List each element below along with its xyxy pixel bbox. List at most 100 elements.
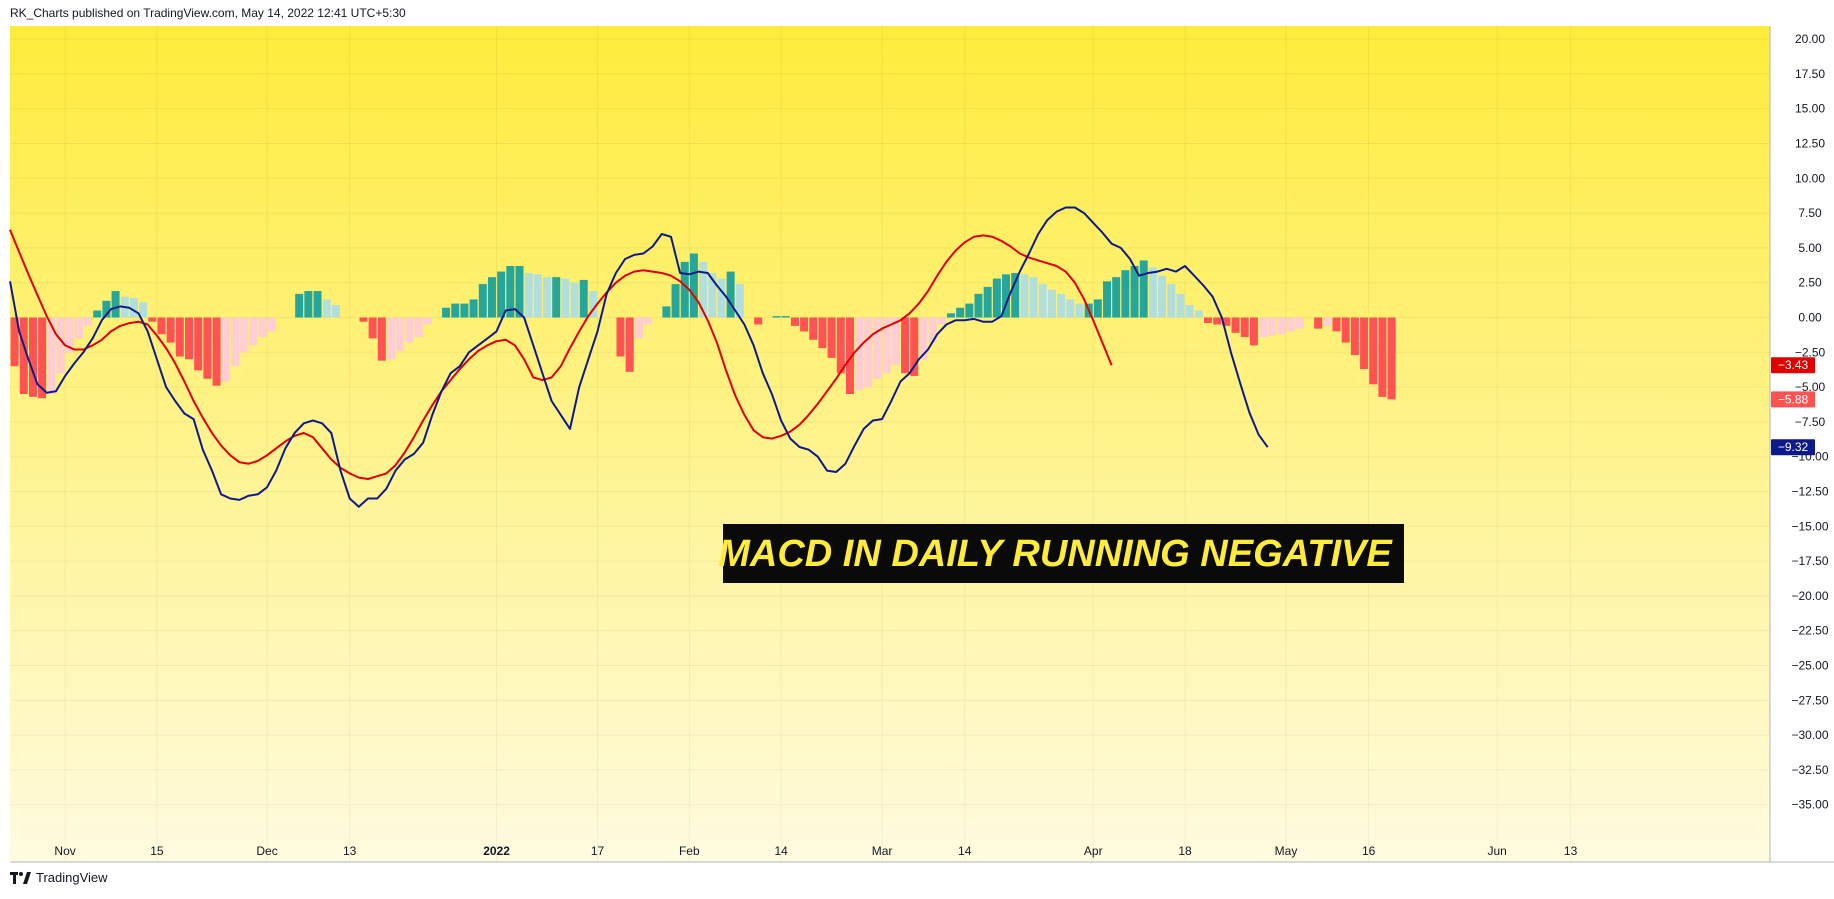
histogram-bar — [910, 317, 919, 376]
x-tick-label: Nov — [54, 844, 75, 858]
histogram-bar — [515, 265, 524, 318]
histogram-bar — [56, 317, 65, 374]
footer-brand[interactable]: TradingView — [36, 870, 108, 885]
histogram-bar — [139, 302, 148, 318]
histogram-bar — [1066, 299, 1075, 318]
publish-header: RK_Charts published on TradingView.com, … — [10, 6, 406, 20]
x-tick-label: 13 — [1564, 844, 1578, 858]
histogram-bar — [1249, 317, 1258, 346]
histogram-bar — [1002, 274, 1011, 318]
histogram-bar — [965, 303, 974, 318]
histogram-bar — [882, 317, 891, 374]
histogram-bar — [28, 317, 37, 397]
last-value-label-histogram: −5.88 — [1778, 392, 1809, 406]
histogram-bar — [1231, 317, 1240, 333]
histogram-bar — [203, 317, 212, 379]
histogram-bar — [1268, 317, 1277, 336]
x-tick-label: Apr — [1084, 844, 1103, 858]
histogram-bar — [451, 303, 460, 318]
y-tick-label: 20.00 — [1795, 32, 1825, 46]
y-tick-label: 12.50 — [1795, 137, 1825, 151]
annotation-box: MACD IN DAILY RUNNING NEGATIVE — [718, 524, 1404, 583]
y-tick-label: 5.00 — [1798, 241, 1822, 255]
histogram-bar — [185, 317, 194, 360]
histogram-bar — [102, 300, 111, 318]
x-axis[interactable]: Nov 15 Dec 13 2022 17 Feb 14 Mar 14 Apr 18 May 16 Jun 1… — [54, 844, 1577, 858]
last-value-badges: −3.43 −5.88 −9.32 — [1771, 357, 1815, 456]
x-tick-label: Mar — [872, 844, 893, 858]
histogram-bar — [74, 317, 83, 339]
histogram-bar — [10, 317, 19, 367]
histogram-bar — [249, 317, 258, 346]
last-value-badge-macd — [1771, 439, 1815, 456]
histogram-bar — [304, 291, 313, 318]
y-tick-label: 10.00 — [1795, 171, 1825, 185]
histogram-bar — [1167, 284, 1176, 318]
histogram-bar — [1350, 317, 1359, 356]
histogram-bar — [1323, 317, 1332, 326]
histogram-bar — [47, 317, 56, 395]
histogram-bar — [194, 317, 203, 371]
last-value-badge-histogram — [1771, 391, 1815, 408]
tradingview-logo-icon[interactable] — [10, 871, 32, 884]
histogram-bar — [1286, 317, 1295, 332]
y-tick-label: −15.00 — [1791, 519, 1828, 533]
histogram-bar — [1057, 293, 1066, 318]
histogram-bar — [1295, 317, 1304, 329]
histogram-bar — [506, 265, 515, 318]
y-axis[interactable]: 20.00 17.50 15.00 12.50 10.00 7.50 5.00 2.50 0.0… — [1791, 32, 1828, 812]
x-tick-label: 16 — [1362, 844, 1376, 858]
y-tick-label: −22.50 — [1791, 624, 1828, 638]
x-tick-label: 15 — [150, 844, 164, 858]
histogram-bar — [423, 317, 432, 325]
histogram-bar — [671, 284, 680, 318]
histogram-bar — [1332, 317, 1341, 332]
histogram-bar — [1103, 281, 1112, 318]
histogram-bar — [800, 317, 809, 332]
histogram-bar — [487, 277, 496, 318]
histogram-bar — [1222, 317, 1231, 326]
x-tick-label: 14 — [774, 844, 788, 858]
histogram-bar — [1378, 317, 1387, 397]
histogram-bar — [313, 291, 322, 318]
histogram-bar — [258, 317, 267, 337]
histogram-bar — [735, 284, 744, 318]
histogram-bar — [1387, 317, 1396, 400]
histogram-bar — [983, 286, 992, 318]
histogram-bar — [221, 317, 230, 382]
x-tick-label: 18 — [1178, 844, 1192, 858]
histogram-bar — [1259, 317, 1268, 337]
histogram-bar — [1029, 277, 1038, 318]
histogram-bar — [1194, 310, 1203, 318]
histogram-bar — [1020, 274, 1029, 318]
y-tick-label: −12.50 — [1791, 485, 1828, 499]
histogram-bar — [1047, 289, 1056, 318]
chart-svg[interactable]: 20.00 17.50 15.00 12.50 10.00 7.50 5.00 2.50 0.0… — [0, 0, 1834, 870]
histogram-bar — [634, 317, 643, 339]
histogram-bar — [827, 317, 836, 358]
histogram-bar — [377, 317, 386, 361]
x-tick-label: 17 — [591, 844, 605, 858]
histogram-bar — [460, 303, 469, 318]
histogram-bar — [19, 317, 28, 395]
y-tick-label: −2.50 — [1795, 345, 1826, 359]
histogram-bar — [772, 316, 781, 318]
y-tick-label: −5.00 — [1795, 380, 1826, 394]
histogram-bar — [1112, 277, 1121, 318]
histogram-bar — [1204, 317, 1212, 324]
histogram-bar — [148, 317, 157, 322]
last-value-badge-signal — [1771, 357, 1815, 374]
histogram-bar — [157, 317, 166, 335]
histogram-bar — [644, 317, 653, 325]
histogram-bar — [469, 299, 478, 318]
y-tick-label: 15.00 — [1795, 102, 1825, 116]
histogram-bar — [579, 279, 588, 318]
macd-chart[interactable]: 20.00 17.50 15.00 12.50 10.00 7.50 5.00 2.50 0.0… — [0, 0, 1834, 875]
histogram-bar — [1213, 317, 1222, 325]
y-tick-label: −7.50 — [1795, 415, 1826, 429]
histogram-bar — [1185, 304, 1194, 318]
histogram-bar — [1314, 317, 1323, 329]
histogram-bar — [818, 317, 827, 349]
histogram-bar — [625, 317, 634, 372]
histogram-bar — [1139, 260, 1148, 318]
